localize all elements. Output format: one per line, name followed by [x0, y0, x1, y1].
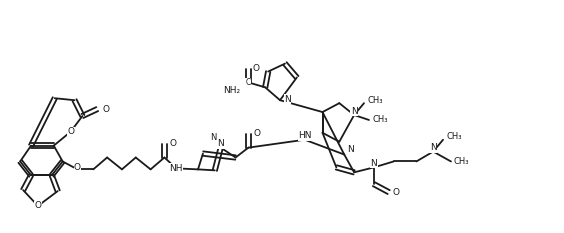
Text: HN: HN — [298, 131, 311, 140]
Text: CH₃: CH₃ — [373, 116, 389, 124]
Text: N: N — [351, 106, 358, 116]
Text: N: N — [210, 133, 216, 142]
Text: C: C — [246, 78, 251, 87]
Text: O: O — [67, 127, 74, 136]
Text: N: N — [430, 143, 437, 152]
Text: NH: NH — [170, 164, 183, 173]
Text: N: N — [371, 159, 377, 168]
Text: CH₃: CH₃ — [368, 96, 384, 105]
Text: O: O — [253, 129, 261, 138]
Text: O: O — [34, 201, 41, 210]
Text: CH₃: CH₃ — [446, 132, 461, 141]
Text: O: O — [102, 105, 109, 114]
Text: O: O — [74, 163, 81, 172]
Text: N: N — [217, 139, 224, 148]
Text: CH₃: CH₃ — [454, 157, 469, 166]
Text: O: O — [252, 64, 259, 73]
Text: NH₂: NH₂ — [223, 86, 240, 95]
Text: N: N — [284, 95, 290, 104]
Text: O: O — [169, 139, 177, 148]
Text: N: N — [347, 145, 354, 154]
Text: O: O — [393, 188, 400, 197]
